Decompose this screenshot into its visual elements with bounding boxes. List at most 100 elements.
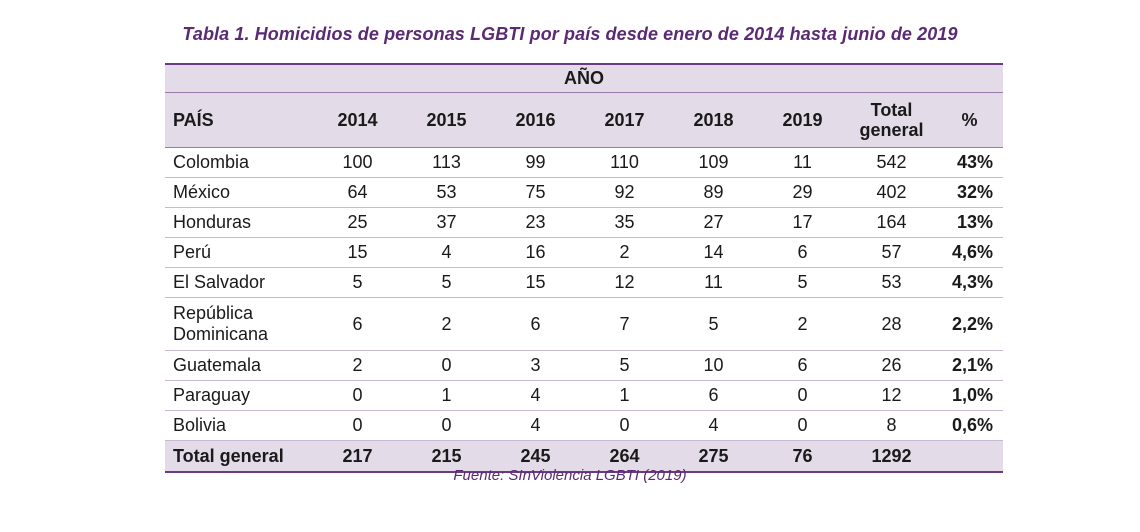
pct-cell: 4,3% [936,267,1004,298]
year-value-cell: 4 [491,380,580,411]
year-value-cell: 99 [491,147,580,178]
year-value-cell: 0 [313,410,402,441]
year-value-cell: 2 [758,297,847,351]
pct-cell: 2,2% [936,297,1004,351]
pct-cell: 1,0% [936,380,1004,411]
year-value-cell: 5 [313,267,402,298]
total-cell: 28 [847,297,936,351]
totals-grand-total: 1292 [847,440,936,473]
total-cell: 402 [847,177,936,208]
year-value-cell: 5 [580,350,669,381]
homicides-table: AÑO PAÍS 2014 2015 2016 2017 2018 2019 T… [165,63,1004,473]
country-cell: Bolivia [165,410,313,441]
year-value-cell: 4 [669,410,758,441]
column-header-year: 2018 [669,92,758,148]
year-value-cell: 89 [669,177,758,208]
year-value-cell: 23 [491,207,580,238]
column-header-year: 2014 [313,92,402,148]
year-value-cell: 4 [402,237,491,268]
country-cell: Colombia [165,147,313,178]
year-value-cell: 100 [313,147,402,178]
column-header-year: 2015 [402,92,491,148]
year-value-cell: 4 [491,410,580,441]
table-container: AÑO PAÍS 2014 2015 2016 2017 2018 2019 T… [165,63,1004,473]
table-header: AÑO PAÍS 2014 2015 2016 2017 2018 2019 T… [165,63,1004,148]
year-value-cell: 0 [758,380,847,411]
pct-cell: 32% [936,177,1004,208]
totals-row: Total general 217 215 245 264 275 76 129… [165,440,1004,473]
table-row: Honduras 25 37 23 35 27 17 164 13% [165,207,1004,238]
year-value-cell: 15 [313,237,402,268]
year-value-cell: 113 [402,147,491,178]
total-cell: 164 [847,207,936,238]
year-value-cell: 11 [758,147,847,178]
country-cell: Guatemala [165,350,313,381]
year-value-cell: 6 [758,237,847,268]
year-value-cell: 17 [758,207,847,238]
year-value-cell: 0 [580,410,669,441]
year-value-cell: 0 [402,350,491,381]
year-value-cell: 92 [580,177,669,208]
year-value-cell: 1 [580,380,669,411]
year-value-cell: 37 [402,207,491,238]
totals-year-value: 217 [313,440,402,473]
country-cell: Perú [165,237,313,268]
year-value-cell: 53 [402,177,491,208]
year-value-cell: 0 [758,410,847,441]
year-value-cell: 5 [669,297,758,351]
year-value-cell: 27 [669,207,758,238]
year-value-cell: 109 [669,147,758,178]
table-row: El Salvador 5 5 15 12 11 5 53 4,3% [165,267,1004,298]
year-value-cell: 25 [313,207,402,238]
year-value-cell: 75 [491,177,580,208]
country-cell: Honduras [165,207,313,238]
pct-cell: 43% [936,147,1004,178]
table-row: Bolivia 0 0 4 0 4 0 8 0,6% [165,410,1004,441]
column-header-country: PAÍS [165,92,313,148]
total-cell: 53 [847,267,936,298]
table-row: República Dominicana 6 2 6 7 5 2 28 2,2% [165,297,1004,351]
year-value-cell: 11 [669,267,758,298]
pct-cell: 13% [936,207,1004,238]
year-value-cell: 16 [491,237,580,268]
country-cell: Paraguay [165,380,313,411]
year-value-cell: 1 [402,380,491,411]
column-header-year: 2016 [491,92,580,148]
column-header-total-line1: Total [870,100,913,120]
total-cell: 542 [847,147,936,178]
year-value-cell: 64 [313,177,402,208]
year-value-cell: 3 [491,350,580,381]
table-footer: Total general 217 215 245 264 275 76 129… [165,440,1004,473]
year-value-cell: 2 [580,237,669,268]
table-row: México 64 53 75 92 89 29 402 32% [165,177,1004,208]
year-value-cell: 2 [313,350,402,381]
year-value-cell: 0 [402,410,491,441]
year-value-cell: 7 [580,297,669,351]
total-cell: 8 [847,410,936,441]
year-value-cell: 110 [580,147,669,178]
totals-year-value: 264 [580,440,669,473]
column-header-year: 2017 [580,92,669,148]
table-row: Colombia 100 113 99 110 109 11 542 43% [165,147,1004,178]
table-body: Colombia 100 113 99 110 109 11 542 43% México 64 53… [165,147,1004,441]
year-value-cell: 35 [580,207,669,238]
year-value-cell: 12 [580,267,669,298]
year-value-cell: 6 [313,297,402,351]
country-cell: El Salvador [165,267,313,298]
year-value-cell: 5 [402,267,491,298]
table-caption: Tabla 1. Homicidios de personas LGBTI po… [182,24,958,44]
year-value-cell: 2 [402,297,491,351]
column-header-total: Total general [847,92,936,148]
year-value-cell: 6 [758,350,847,381]
country-cell: México [165,177,313,208]
totals-year-value: 245 [491,440,580,473]
totals-label: Total general [165,440,313,473]
pct-cell: 2,1% [936,350,1004,381]
column-header-row: PAÍS 2014 2015 2016 2017 2018 2019 Total… [165,92,1004,148]
totals-year-value: 275 [669,440,758,473]
year-value-cell: 6 [669,380,758,411]
year-group-header: AÑO [165,63,1004,93]
table-source-note: Fuente: SInViolencia LGBTI (2019) [453,467,687,484]
column-header-total-line2: general [859,120,924,140]
year-group-header-row: AÑO [165,63,1004,93]
